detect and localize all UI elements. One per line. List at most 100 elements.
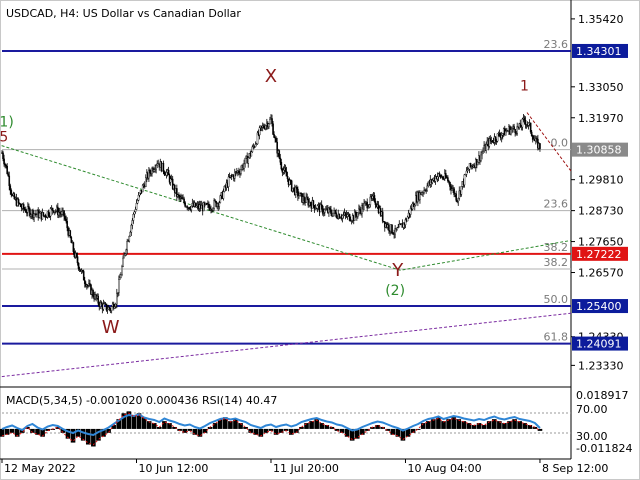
macd-bar: [426, 421, 431, 429]
macd-bar: [436, 417, 441, 429]
candle-body: [489, 138, 492, 142]
candle-body: [202, 202, 205, 212]
macd-bar: [207, 426, 213, 429]
candle-body: [90, 284, 92, 295]
candle-body: [274, 137, 276, 139]
candle-body: [64, 216, 66, 220]
candle-body: [254, 144, 257, 148]
candle-body: [53, 210, 56, 213]
candle-body: [4, 163, 6, 166]
macd-bar: [314, 419, 319, 429]
candle-body: [396, 227, 398, 231]
candle-body: [77, 262, 80, 269]
macd-bar: [248, 428, 253, 433]
macd-bar: [360, 428, 365, 435]
candle-body: [155, 165, 157, 170]
candle-body: [469, 163, 472, 167]
candle-body: [371, 195, 374, 199]
candle-body: [131, 220, 134, 226]
candle-body: [394, 228, 396, 235]
candle-body: [136, 200, 139, 204]
candle-body: [265, 125, 267, 130]
candle-body: [119, 277, 121, 280]
candle-body: [59, 212, 61, 214]
candle-body: [218, 202, 221, 207]
wave-label: 1): [0, 114, 14, 130]
macd-bar: [349, 428, 355, 441]
fib-level-label: 50.0: [544, 293, 569, 306]
candle-body: [467, 169, 470, 171]
time-tick-label: 10 Jun 12:00: [138, 462, 208, 475]
candle-body: [344, 212, 347, 215]
macd-bar: [253, 428, 259, 435]
macd-bar: [85, 428, 91, 445]
macd-bar: [517, 421, 522, 429]
candle-body: [219, 195, 222, 203]
candle-body: [132, 214, 135, 221]
macd-bar: [258, 428, 264, 437]
macd-bar: [385, 428, 391, 431]
price-highlight-box: [572, 142, 628, 157]
macd-bar: [70, 428, 76, 443]
candle-body: [323, 209, 326, 213]
candle-body: [3, 158, 5, 165]
candle-body: [334, 209, 336, 213]
candle-body: [122, 257, 124, 267]
candle-body: [190, 205, 193, 210]
candle-body: [530, 131, 533, 136]
candle-body: [82, 271, 85, 281]
candle-body: [404, 219, 407, 225]
candle-body: [244, 157, 246, 165]
candle-body: [33, 213, 35, 218]
candle-body: [69, 230, 72, 238]
macd-bar: [446, 419, 451, 429]
candle-body: [183, 198, 185, 203]
candle-body: [482, 151, 484, 154]
candle-body: [176, 188, 178, 197]
macd-axis-label: -0.011824: [576, 442, 632, 455]
candle-body: [272, 123, 274, 135]
macd-header: MACD(5,34,5) -0.001020 0.000436 RSI(14) …: [6, 394, 277, 407]
candle-body: [312, 200, 315, 206]
candle-body: [299, 192, 301, 197]
macd-bar: [375, 425, 380, 429]
candle-body: [233, 172, 236, 179]
time-tick-label: 11 Jul 20:00: [273, 462, 339, 475]
candle-body: [92, 290, 94, 297]
candle-body: [315, 208, 318, 210]
price-highlight-label: 1.27222: [576, 248, 622, 261]
candle-body: [118, 279, 120, 293]
candle-body: [520, 126, 523, 129]
macd-bar: [344, 428, 350, 437]
candle-body: [519, 123, 522, 128]
candle-body: [269, 118, 271, 124]
candle-body: [431, 180, 434, 183]
macd-bar: [121, 413, 127, 429]
candle-body: [58, 212, 60, 216]
candle-body: [498, 132, 501, 137]
fib-level-label: 0.0: [551, 137, 569, 150]
trend-line-green: [0, 144, 572, 271]
candle-body: [102, 303, 105, 310]
candle-body: [125, 249, 127, 254]
candle-body: [453, 188, 455, 195]
macd-bar: [486, 421, 492, 429]
candle-body: [99, 302, 102, 307]
candle-body: [348, 213, 351, 221]
candle-body: [18, 202, 21, 205]
candle-body: [2, 152, 4, 160]
candle-body: [291, 187, 294, 192]
macd-bar: [522, 423, 528, 429]
macd-bar: [466, 423, 472, 429]
price-highlight-label: 1.24091: [576, 338, 622, 351]
candle-body: [208, 203, 210, 208]
macd-axis-label: 0.018917: [576, 389, 629, 402]
candle-body: [255, 143, 258, 145]
macd-bar: [390, 428, 396, 435]
price-tick-label: 1.29810: [578, 174, 624, 187]
candle-body: [110, 306, 113, 311]
candle-body: [449, 182, 451, 187]
candle-body: [212, 208, 214, 211]
candle-body: [22, 204, 25, 210]
candle-body: [167, 169, 170, 176]
